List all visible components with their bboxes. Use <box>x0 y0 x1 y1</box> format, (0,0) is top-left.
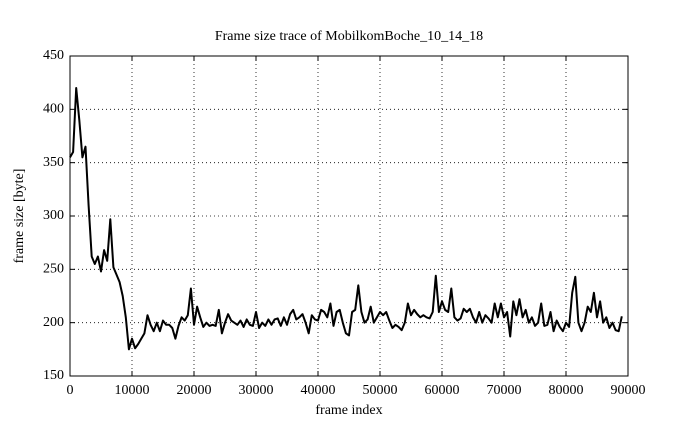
x-tick-label: 80000 <box>549 383 584 398</box>
y-tick-label: 200 <box>43 315 64 330</box>
x-tick-label: 10000 <box>115 383 150 398</box>
y-tick-label: 450 <box>43 48 64 63</box>
data-line <box>69 87 623 351</box>
x-tick-label: 0 <box>67 383 74 398</box>
chart-title: Frame size trace of MobilkomBoche_10_14_… <box>215 29 483 44</box>
y-tick-label: 400 <box>43 102 64 117</box>
x-axis-label: frame index <box>315 403 382 418</box>
y-tick-label: 300 <box>43 208 64 223</box>
y-tick-label: 350 <box>43 155 64 170</box>
x-tick-label: 60000 <box>425 383 460 398</box>
y-axis-label: frame size [byte] <box>12 169 27 264</box>
x-tick-label: 30000 <box>239 383 274 398</box>
x-tick-label: 20000 <box>177 383 212 398</box>
x-tick-label: 70000 <box>487 383 522 398</box>
y-tick-label: 150 <box>43 368 64 383</box>
x-tick-label: 90000 <box>611 383 646 398</box>
y-tick-label: 250 <box>43 262 64 277</box>
x-tick-label: 50000 <box>363 383 398 398</box>
x-tick-label: 40000 <box>301 383 336 398</box>
